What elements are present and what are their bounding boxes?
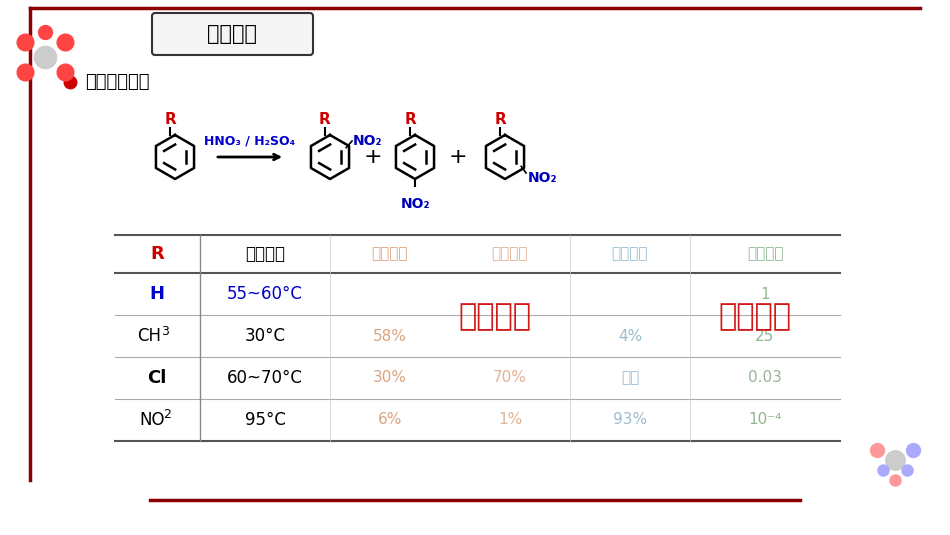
Text: 1: 1 — [760, 287, 770, 302]
Text: 2: 2 — [163, 409, 171, 422]
Text: NO: NO — [140, 411, 164, 429]
Text: 一些实验结果: 一些实验结果 — [85, 73, 149, 91]
Text: 25: 25 — [755, 328, 774, 343]
Text: 间位取代: 间位取代 — [612, 247, 648, 262]
FancyBboxPatch shape — [152, 13, 313, 55]
Text: H: H — [149, 285, 164, 303]
Text: 反应温度: 反应温度 — [245, 245, 285, 263]
Text: 58%: 58% — [373, 328, 407, 343]
Text: R: R — [404, 112, 416, 127]
Text: 30°C: 30°C — [244, 327, 286, 345]
Text: Cl: Cl — [147, 369, 166, 387]
Text: 邻位取代: 邻位取代 — [371, 247, 408, 262]
Text: 6%: 6% — [378, 412, 402, 427]
Text: 93%: 93% — [613, 412, 647, 427]
Text: R: R — [319, 112, 331, 127]
Text: 4%: 4% — [618, 328, 642, 343]
Text: 反应速度: 反应速度 — [747, 247, 783, 262]
Text: NO₂: NO₂ — [400, 197, 429, 211]
Text: 1%: 1% — [498, 412, 522, 427]
Text: NO₂: NO₂ — [353, 134, 383, 148]
Text: 3: 3 — [162, 325, 169, 338]
Text: NO₂: NO₂ — [528, 171, 558, 185]
Text: 55~60°C: 55~60°C — [227, 285, 303, 303]
Text: R: R — [164, 112, 176, 127]
Text: +: + — [448, 147, 467, 167]
Text: 0.03: 0.03 — [748, 371, 782, 386]
Text: +: + — [364, 147, 382, 167]
Text: HNO₃ / H₂SO₄: HNO₃ / H₂SO₄ — [204, 134, 295, 147]
Text: R: R — [150, 245, 163, 263]
Text: 70%: 70% — [493, 371, 527, 386]
Text: 反应取向: 反应取向 — [459, 302, 531, 332]
Text: 60~70°C: 60~70°C — [227, 369, 303, 387]
Text: 对位取代: 对位取代 — [492, 247, 528, 262]
Text: 30%: 30% — [373, 371, 407, 386]
Text: 10⁻⁴: 10⁻⁴ — [749, 412, 782, 427]
Text: 反应活性: 反应活性 — [718, 302, 791, 332]
Text: 95°C: 95°C — [244, 411, 285, 429]
Text: R: R — [494, 112, 505, 127]
Text: CH: CH — [137, 327, 161, 345]
Text: 微量: 微量 — [621, 371, 639, 386]
Text: 实验事实: 实验事实 — [207, 24, 257, 44]
